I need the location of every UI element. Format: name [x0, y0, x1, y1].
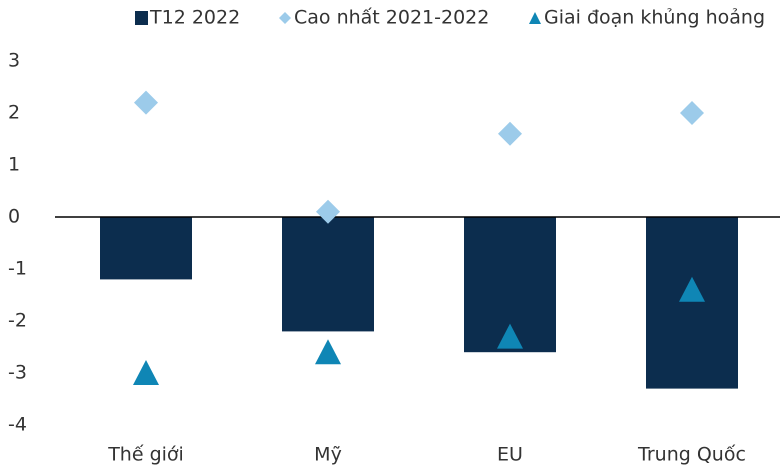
diamond-marker — [134, 90, 158, 115]
diamond-marker — [498, 121, 522, 146]
legend-label: Giai đoạn khủng hoảng — [544, 7, 765, 29]
y-tick-label: -4 — [8, 414, 27, 436]
legend-label: Cao nhất 2021-2022 — [294, 7, 489, 29]
x-tick-label: Thế giới — [107, 444, 184, 466]
y-tick-label: 0 — [8, 206, 20, 228]
y-tick-label: -3 — [8, 362, 27, 384]
triangle-marker — [679, 276, 705, 302]
x-tick-label: EU — [497, 444, 523, 466]
legend-swatch — [279, 12, 291, 24]
y-tick-label: 1 — [8, 154, 20, 176]
legend-swatch — [135, 11, 148, 25]
x-tick-label: Trung Quốc — [637, 444, 746, 466]
legend-label: T12 2022 — [149, 7, 240, 29]
x-tick-label: Mỹ — [314, 444, 342, 466]
diamond-marker — [316, 199, 340, 224]
y-tick-label: 2 — [8, 102, 20, 124]
legend-swatch — [529, 12, 541, 24]
y-tick-label: -2 — [8, 310, 27, 332]
bar — [646, 217, 738, 389]
bar — [100, 217, 192, 280]
y-tick-label: -1 — [8, 258, 27, 280]
triangle-marker — [497, 323, 523, 349]
triangle-marker — [133, 360, 159, 385]
diamond-marker — [680, 101, 704, 125]
y-tick-label: 3 — [8, 50, 20, 72]
bar — [282, 217, 374, 332]
triangle-marker — [315, 339, 341, 365]
